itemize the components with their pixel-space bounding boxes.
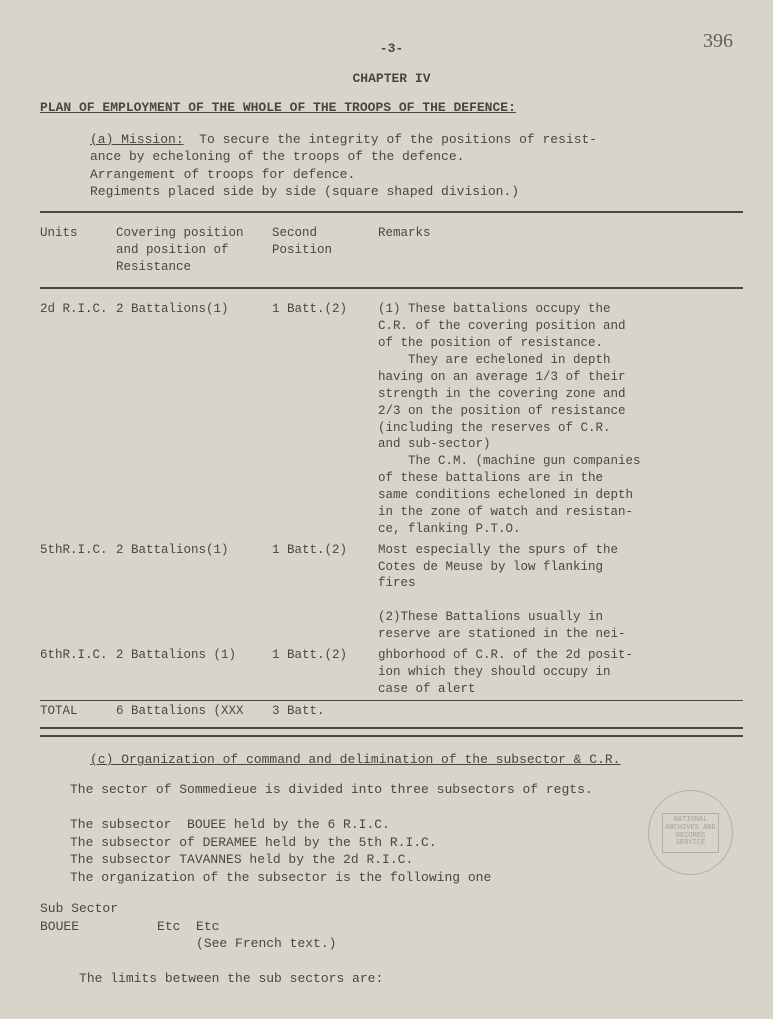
header-second: Second Position xyxy=(272,223,378,278)
divider-bottom-2 xyxy=(40,735,743,737)
cell-second: 3 Batt. xyxy=(272,700,378,721)
cell-covering: 2 Battalions(1) xyxy=(116,540,272,645)
header-units: Units xyxy=(40,223,116,278)
cell-units: 5thR.I.C. xyxy=(40,540,116,645)
table-header-row: Units Covering position and position of … xyxy=(40,223,743,278)
cell-units: 2d R.I.C. xyxy=(40,299,116,539)
divider-header xyxy=(40,287,743,289)
cell-units: 6thR.I.C. xyxy=(40,645,116,700)
table-row: 6thR.I.C. 2 Battalions (1) 1 Batt.(2) gh… xyxy=(40,645,743,700)
header-covering: Covering position and position of Resist… xyxy=(116,223,272,278)
cell-remarks: Most especially the spurs of the Cotes d… xyxy=(378,540,743,645)
divider-top xyxy=(40,211,743,213)
archive-stamp: NATIONAL ARCHIVES AND RECORDS SERVICE xyxy=(648,790,733,875)
section-c: (c) Organization of command and delimina… xyxy=(90,751,743,769)
header-remarks: Remarks xyxy=(378,223,743,278)
cell-covering: 2 Battalions (1) xyxy=(116,645,272,700)
cell-covering: 2 Battalions(1) xyxy=(116,299,272,539)
troop-table: Units Covering position and position of … xyxy=(40,223,743,278)
cell-remarks xyxy=(378,700,743,721)
table-row: 5thR.I.C. 2 Battalions(1) 1 Batt.(2) Mos… xyxy=(40,540,743,645)
cell-second: 1 Batt.(2) xyxy=(272,299,378,539)
cell-second: 1 Batt.(2) xyxy=(272,645,378,700)
document-title: PLAN OF EMPLOYMENT OF THE WHOLE OF THE T… xyxy=(40,99,743,117)
table-row: 2d R.I.C. 2 Battalions(1) 1 Batt.(2) (1)… xyxy=(40,299,743,539)
page-number: -3- xyxy=(40,40,743,58)
section-c-label: (c) Organization of command and delimina… xyxy=(90,752,621,767)
cell-units: TOTAL xyxy=(40,700,116,721)
chapter-heading: CHAPTER IV xyxy=(40,70,743,88)
divider-bottom-1 xyxy=(40,727,743,729)
troop-table-body: 2d R.I.C. 2 Battalions(1) 1 Batt.(2) (1)… xyxy=(40,299,743,721)
cell-remarks: (1) These battalions occupy the C.R. of … xyxy=(378,299,743,539)
mission-label: (a) Mission: xyxy=(90,132,184,147)
table-row-total: TOTAL 6 Battalions (XXX 3 Batt. xyxy=(40,700,743,721)
cell-remarks: ghborhood of C.R. of the 2d posit- ion w… xyxy=(378,645,743,700)
handwritten-page-mark: 396 xyxy=(703,28,733,55)
cell-second: 1 Batt.(2) xyxy=(272,540,378,645)
mission-paragraph: (a) Mission: To secure the integrity of … xyxy=(90,131,743,201)
sub-sector-block: Sub Sector BOUEE Etc Etc (See French tex… xyxy=(40,900,743,988)
stamp-text: NATIONAL ARCHIVES AND RECORDS SERVICE xyxy=(662,813,719,853)
cell-covering: 6 Battalions (XXX xyxy=(116,700,272,721)
section-c-body: The sector of Sommedieue is divided into… xyxy=(70,781,743,886)
document-page: 396 -3- CHAPTER IV PLAN OF EMPLOYMENT OF… xyxy=(0,0,773,1008)
